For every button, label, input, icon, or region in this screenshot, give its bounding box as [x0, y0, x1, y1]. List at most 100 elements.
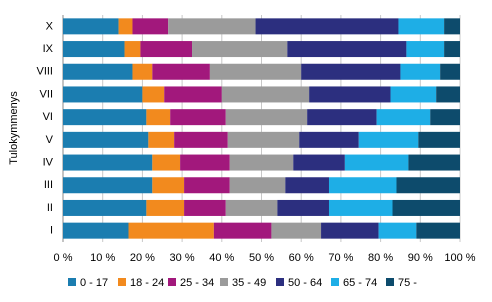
bar-segment [170, 109, 226, 126]
x-tick-label: 90 % [408, 252, 433, 264]
bar-segment [408, 154, 460, 171]
x-tick-label: 40 % [209, 252, 234, 264]
bar-segment [146, 109, 171, 126]
x-tick-label: 80 % [368, 252, 393, 264]
bar-segment [301, 63, 401, 80]
bar-segment [398, 18, 445, 35]
bar-segment [152, 154, 181, 171]
bar-segment [444, 18, 460, 35]
x-tick-label: 10 % [90, 252, 115, 264]
legend-swatch [386, 278, 394, 286]
bar-segment [63, 199, 147, 216]
legend-label: 0 - 17 [80, 277, 108, 289]
bar-segment [416, 222, 460, 239]
legend-swatch [118, 278, 126, 286]
legend-label: 18 - 24 [130, 277, 164, 289]
legend-swatch [276, 278, 284, 286]
bar-segment [285, 177, 329, 194]
legend-swatch [220, 278, 228, 286]
bar-segment [63, 177, 153, 194]
bar-segment [63, 222, 129, 239]
bar-segment [180, 154, 230, 171]
bar-segment [184, 199, 226, 216]
bar-segment [132, 18, 169, 35]
bar-segment [271, 222, 322, 239]
bar-segment [152, 63, 210, 80]
bar-segment [378, 222, 417, 239]
x-tick-label: 50 % [249, 252, 274, 264]
x-tick-label: 100 % [444, 252, 475, 264]
y-tick-label: VI [43, 111, 53, 123]
bar-segment [192, 41, 288, 58]
bar-segment [229, 177, 286, 194]
y-tick-label: IX [43, 43, 54, 55]
x-tick-label: 20 % [130, 252, 155, 264]
bar-segment [148, 131, 175, 148]
bar-segment [400, 63, 441, 80]
y-tick-label: VIII [36, 66, 53, 78]
legend-label: 65 - 74 [343, 277, 377, 289]
bar-segment [174, 131, 228, 148]
bar-segment [225, 109, 308, 126]
bar-segment [227, 131, 300, 148]
bar-segment [184, 177, 230, 194]
bar-segment [358, 131, 419, 148]
y-tick-label: X [46, 20, 54, 32]
bar-segment [152, 177, 185, 194]
x-tick-label: 60 % [289, 252, 314, 264]
bar-segment [164, 86, 222, 103]
bar-segment [293, 154, 345, 171]
bar-segment [277, 199, 329, 216]
legend-swatch [331, 278, 339, 286]
x-tick-label: 0 % [54, 252, 73, 264]
bar-segment [436, 86, 460, 103]
bar-segment [440, 63, 460, 80]
bar-segment [321, 222, 379, 239]
bar-segment [418, 131, 460, 148]
legend-label: 25 - 34 [180, 277, 214, 289]
bar-segment [229, 154, 294, 171]
bar-segment [128, 222, 214, 239]
y-tick-label: IV [43, 156, 54, 168]
bar-segment [344, 154, 409, 171]
bar-segment [396, 177, 460, 194]
y-tick-label: V [46, 134, 54, 146]
y-tick-label: II [47, 202, 53, 214]
bar-segment [390, 86, 437, 103]
bar-segment [140, 41, 193, 58]
legend-label: 50 - 64 [288, 277, 322, 289]
bar-segment [118, 18, 133, 35]
bar-segment [309, 86, 391, 103]
bar-segment [225, 199, 278, 216]
bar-segment [328, 199, 393, 216]
bar-segment [444, 41, 460, 58]
y-tick-label: III [44, 179, 53, 191]
y-axis-label: Tulokymmenys [8, 91, 20, 165]
y-tick-label: VII [40, 88, 53, 100]
bar-segment [392, 199, 460, 216]
bar-segment [63, 41, 125, 58]
bar-segment [146, 199, 185, 216]
bar-segment [255, 18, 399, 35]
bar-segment [142, 86, 165, 103]
bar-segment [132, 63, 153, 80]
bar-segment [307, 109, 377, 126]
legend-label: 75 - [398, 277, 417, 289]
bar-segment [376, 109, 431, 126]
bar-segment [63, 86, 143, 103]
bar-segment [124, 41, 141, 58]
x-tick-label: 30 % [170, 252, 195, 264]
bar-segment [287, 41, 407, 58]
bar-segment [63, 154, 153, 171]
legend-swatch [68, 278, 76, 286]
bar-segment [63, 18, 119, 35]
bar-segment [209, 63, 302, 80]
bar-segment [406, 41, 445, 58]
legend-label: 35 - 49 [232, 277, 266, 289]
y-tick-label: I [50, 225, 53, 237]
bar-segment [430, 109, 460, 126]
bar-segment [299, 131, 359, 148]
bar-segment [328, 177, 397, 194]
bar-segment [63, 131, 149, 148]
